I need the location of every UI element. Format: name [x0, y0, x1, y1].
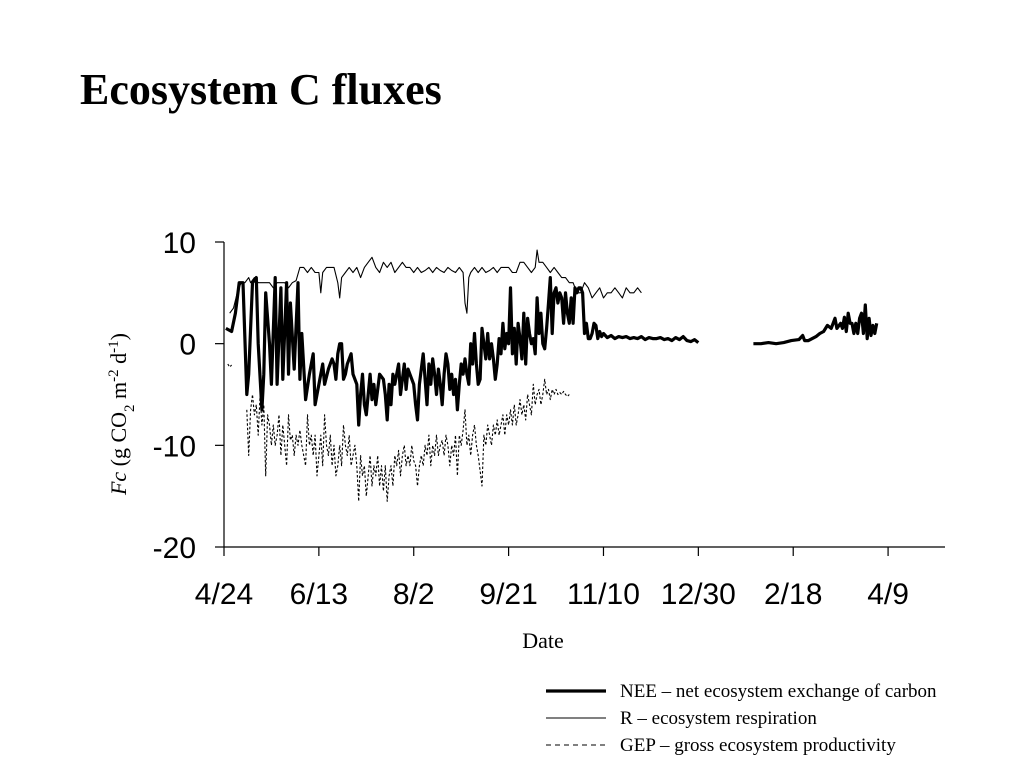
y-label-sup: -2 — [106, 369, 122, 382]
legend-entry-label: NEE – net ecosystem exchange of carbon — [620, 681, 937, 702]
chart-legend: NEE – net ecosystem exchange of carbon R … — [546, 681, 937, 756]
y-tick-label: -10 — [153, 430, 196, 463]
series-line-thick — [225, 276, 700, 427]
y-label-unit: m — [106, 382, 131, 405]
series-line-dashed — [246, 378, 570, 502]
x-tick-label: 4/9 — [867, 578, 909, 611]
x-tick-label: 8/2 — [393, 578, 435, 611]
x-tick-label: 4/24 — [195, 578, 253, 611]
x-tick-label: 6/13 — [290, 578, 348, 611]
series-thick — [225, 276, 879, 427]
x-tick-label: 12/30 — [661, 578, 736, 611]
x-tick-label: 11/10 — [567, 578, 640, 611]
legend-entry-label: GEP – gross ecosystem productivity — [620, 735, 896, 756]
y-tick-label: -20 — [153, 532, 196, 565]
series-layer — [225, 249, 879, 502]
slide-title: Ecosystem C fluxes — [80, 65, 442, 114]
y-label-symbol: Fc — [106, 472, 131, 496]
y-tick-label: 10 — [163, 227, 196, 260]
legend-entry-label: R – ecosystem respiration — [620, 708, 817, 729]
y-label-unit: ) — [106, 333, 131, 340]
y-label-unit: (g CO — [106, 412, 131, 472]
series-dashed — [227, 363, 570, 502]
y-label-sub: 2 — [122, 404, 138, 412]
series-line-thin — [229, 249, 642, 314]
x-tick-label: 9/21 — [479, 578, 537, 611]
y-label-unit: d — [106, 353, 131, 370]
chart-axes: 10 0 -10 -20 4/24 6/13 8/2 9/21 11/10 12/30 2/18 4/… — [153, 227, 945, 611]
x-axis-title: Date — [522, 628, 564, 653]
y-axis-title: Fc (g CO2 m-2 d-1) — [106, 333, 138, 496]
series-line-thick — [753, 303, 879, 346]
x-tick-label: 2/18 — [764, 578, 822, 611]
y-label-sup: -1 — [106, 340, 122, 353]
series-thin — [229, 249, 642, 314]
series-line-dashed — [227, 363, 233, 368]
y-tick-label: 0 — [179, 329, 196, 362]
